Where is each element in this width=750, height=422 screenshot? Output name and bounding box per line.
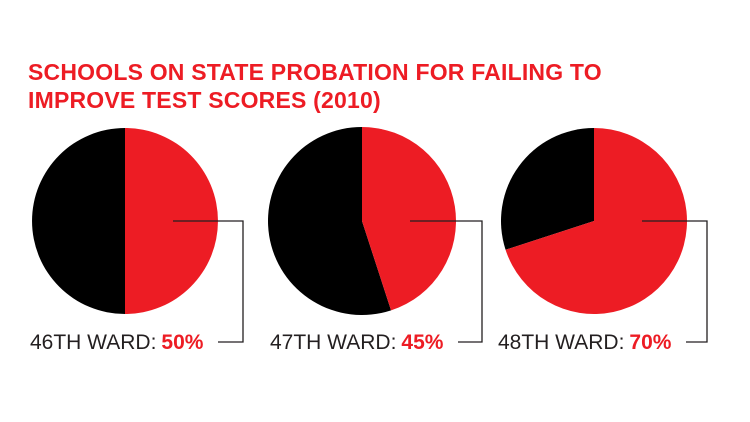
pie-chart-1: 46TH WARD: 50% (30, 128, 244, 354)
pie-slice-value (362, 127, 457, 311)
pie-slice-value (505, 128, 687, 314)
ward-value-label: 70% (629, 331, 671, 354)
leader-line (642, 220, 708, 343)
ward-name: 47TH WARD: (270, 331, 396, 354)
pie-slice-value (125, 128, 218, 314)
leader-line (173, 220, 244, 343)
ward-name: 48TH WARD: (498, 331, 624, 354)
ward-name: 46TH WARD: (30, 331, 156, 354)
chart-title-line-2: IMPROVE TEST SCORES (2010) (28, 87, 381, 113)
pie-chart-2: 47TH WARD: 45% (268, 127, 483, 354)
ward-label: 46TH WARD: 50% (30, 331, 204, 354)
ward-label: 47TH WARD: 45% (270, 331, 444, 354)
ward-label: 48TH WARD: 70% (498, 331, 672, 354)
pie-chart-3: 48TH WARD: 70% (498, 127, 708, 354)
leader-line (410, 220, 483, 343)
chart-title-line-1: SCHOOLS ON STATE PROBATION FOR FAILING T… (28, 59, 602, 85)
ward-value-label: 45% (401, 331, 443, 354)
chart-title: SCHOOLS ON STATE PROBATION FOR FAILING T… (28, 58, 728, 114)
pie-slice-remainder (500, 127, 594, 250)
pie-slice-remainder (268, 127, 392, 315)
ward-value-label: 50% (161, 331, 203, 354)
pie-slice-remainder (32, 128, 126, 314)
